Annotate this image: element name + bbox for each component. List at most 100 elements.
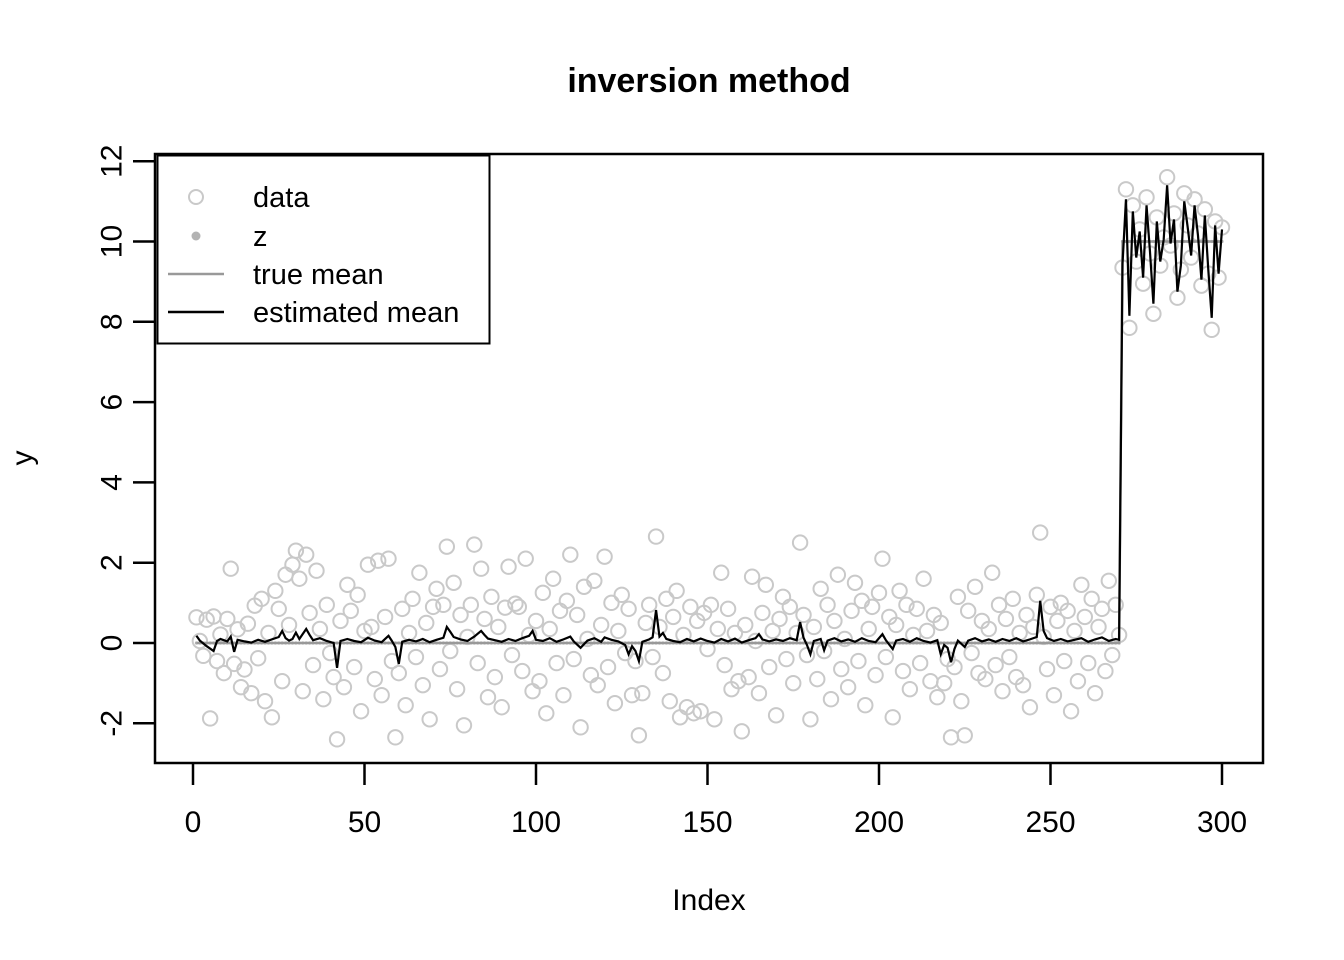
data-point <box>613 586 630 604</box>
data-point <box>531 672 548 690</box>
data-point <box>990 596 1008 614</box>
data-point <box>709 620 726 638</box>
data-point <box>448 680 466 698</box>
data-point <box>390 664 407 682</box>
data-point <box>469 654 486 672</box>
data-point <box>994 682 1011 700</box>
data-point <box>318 596 335 614</box>
data-point <box>822 691 840 708</box>
data-point <box>850 652 867 670</box>
data-point <box>599 658 617 676</box>
data-point <box>1032 524 1049 541</box>
data-point <box>1038 660 1056 678</box>
data-point <box>589 676 606 694</box>
data-point <box>637 614 654 632</box>
data-point <box>661 693 678 710</box>
data-point <box>277 566 294 583</box>
data-point <box>1117 181 1135 198</box>
data-point <box>623 686 641 704</box>
data-point <box>280 616 298 634</box>
data-point <box>273 672 291 690</box>
y-tick-label: 4 <box>96 474 129 491</box>
data-point <box>373 686 390 704</box>
data-point <box>267 582 284 600</box>
data-point <box>287 542 305 559</box>
open-circle-icon <box>188 189 204 205</box>
legend-item-z: z <box>191 221 268 253</box>
data-point <box>922 672 939 690</box>
data-point <box>452 606 469 624</box>
data-point <box>527 612 545 630</box>
data-point <box>898 596 915 614</box>
y-tick-label: 10 <box>96 225 129 258</box>
data-point <box>188 609 205 626</box>
legend-item-label: z <box>253 221 268 253</box>
data-point <box>1018 606 1035 624</box>
data-point <box>706 711 723 728</box>
data-point <box>665 608 682 626</box>
data-point <box>1028 586 1045 604</box>
data-point <box>407 648 425 666</box>
data-point <box>215 664 233 682</box>
x-axis-ticks: 0 50 100 150 200 250 300 <box>185 763 1247 839</box>
data-point <box>812 580 829 597</box>
data-point <box>445 574 462 591</box>
data-point <box>795 606 812 624</box>
data-point <box>294 682 311 700</box>
data-point <box>562 546 579 563</box>
data-point <box>517 550 534 567</box>
data-point <box>1056 652 1073 670</box>
data-point <box>1090 618 1107 636</box>
data-point <box>1083 590 1100 608</box>
data-point <box>1093 600 1111 618</box>
data-point <box>802 711 819 728</box>
data-point <box>1138 189 1155 206</box>
data-point <box>592 616 610 634</box>
legend-item-true-mean: true mean <box>168 259 384 291</box>
data-point <box>219 610 236 628</box>
data-point <box>411 564 428 581</box>
x-tick-label: 300 <box>1197 806 1247 839</box>
data-point <box>1042 598 1059 616</box>
data-point <box>750 684 768 702</box>
data-point <box>404 590 421 608</box>
data-point <box>438 538 456 555</box>
data-point <box>462 596 480 614</box>
data-point <box>809 670 826 688</box>
y-tick-label: 8 <box>96 313 129 330</box>
data-point <box>548 654 565 672</box>
data-point <box>867 666 884 684</box>
data-point <box>359 556 377 573</box>
data-point <box>363 618 380 636</box>
data-point <box>397 697 414 714</box>
data-point <box>586 572 603 589</box>
data-point <box>1001 648 1018 666</box>
data-point <box>870 584 888 602</box>
data-point <box>301 604 318 622</box>
data-point <box>843 602 860 620</box>
data-point <box>983 564 1001 581</box>
data-point <box>891 582 908 600</box>
data-point <box>466 536 483 553</box>
estimated-mean-line <box>195 185 1224 669</box>
data-point <box>805 618 823 636</box>
data-point <box>486 668 504 686</box>
data-point <box>997 610 1015 628</box>
data-point <box>682 598 699 616</box>
x-tick-label: 250 <box>1025 806 1075 839</box>
data-point <box>572 719 589 736</box>
data-point <box>791 534 809 551</box>
data-point <box>394 600 411 618</box>
data-point <box>349 586 366 604</box>
legend-item-label: data <box>253 182 310 214</box>
y-axis-ticks: -2 0 2 4 6 8 10 12 <box>96 145 155 737</box>
data-point <box>778 650 795 668</box>
data-point <box>328 731 346 748</box>
data-point <box>610 622 627 640</box>
data-point <box>737 616 754 634</box>
data-point <box>239 615 257 632</box>
data-point <box>366 670 383 688</box>
data-point <box>740 668 757 686</box>
data-point <box>565 650 582 668</box>
data-point <box>839 678 857 696</box>
